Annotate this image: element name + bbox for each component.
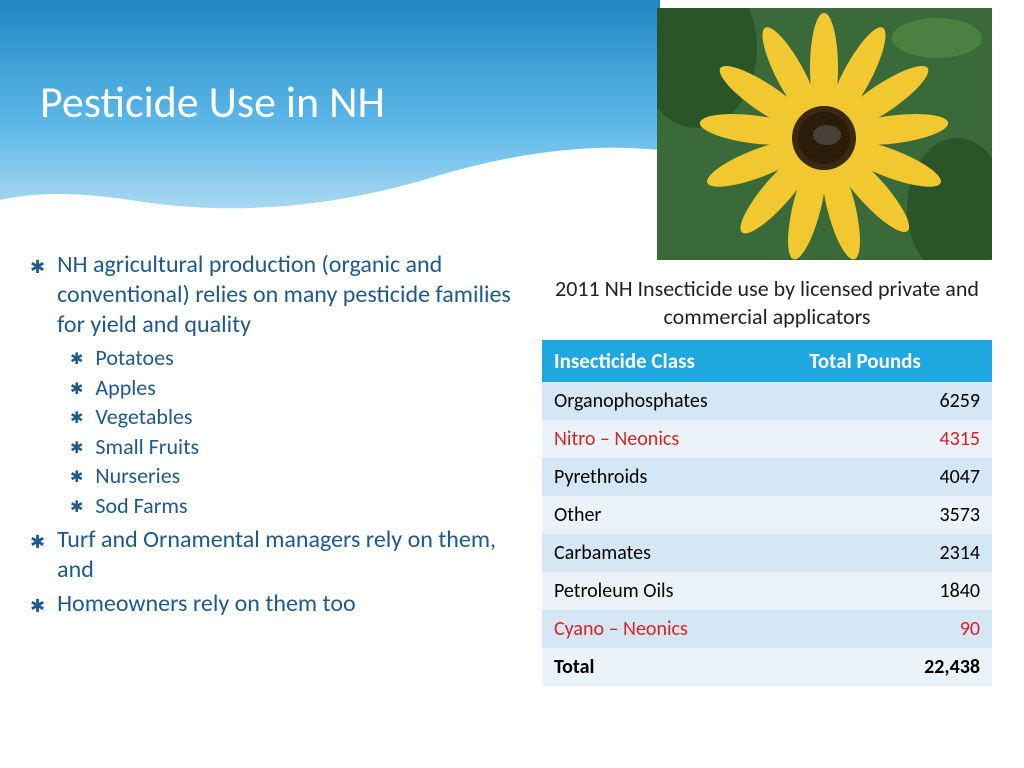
cell-pounds: 3573 xyxy=(797,496,992,534)
bullet-main-2: ✱ Turf and Ornamental managers rely on t… xyxy=(30,525,530,585)
bullet-asterisk-icon: ✱ xyxy=(70,408,83,428)
sub-bullet-text: Vegetables xyxy=(95,403,192,431)
bullet-asterisk-icon: ✱ xyxy=(70,379,83,399)
cell-total-label: Total xyxy=(542,648,797,686)
cell-class: Nitro – Neonics xyxy=(542,420,797,458)
bullet-list: ✱ NH agricultural production (organic an… xyxy=(30,250,530,623)
bullet-text: Homeowners rely on them too xyxy=(57,589,356,619)
sub-bullet-text: Apples xyxy=(95,374,155,402)
sub-bullet: ✱ Vegetables xyxy=(70,403,530,431)
bullet-asterisk-icon: ✱ xyxy=(70,497,83,517)
cell-class: Organophosphates xyxy=(542,382,797,420)
table-header-pounds: Total Pounds xyxy=(797,340,992,382)
bullet-text: Turf and Ornamental managers rely on the… xyxy=(57,525,530,585)
sub-bullet-text: Potatoes xyxy=(95,344,173,372)
flower-photo xyxy=(657,8,992,260)
sub-bullet-text: Small Fruits xyxy=(95,433,199,461)
cell-class: Pyrethroids xyxy=(542,458,797,496)
cell-class: Other xyxy=(542,496,797,534)
table-row: Other3573 xyxy=(542,496,992,534)
bullet-asterisk-icon: ✱ xyxy=(30,531,45,553)
sub-bullet: ✱ Potatoes xyxy=(70,344,530,372)
bullet-main-1: ✱ NH agricultural production (organic an… xyxy=(30,250,530,340)
cell-class: Carbamates xyxy=(542,534,797,572)
cell-pounds: 2314 xyxy=(797,534,992,572)
table-total-row: Total22,438 xyxy=(542,648,992,686)
sub-bullet: ✱ Nurseries xyxy=(70,462,530,490)
table-row: Organophosphates6259 xyxy=(542,382,992,420)
bullet-asterisk-icon: ✱ xyxy=(70,438,83,458)
bullet-asterisk-icon: ✱ xyxy=(30,256,45,278)
cell-pounds: 4047 xyxy=(797,458,992,496)
bullet-main-3: ✱ Homeowners rely on them too xyxy=(30,589,530,619)
bullet-text: NH agricultural production (organic and … xyxy=(57,250,530,340)
table-row: Petroleum Oils1840 xyxy=(542,572,992,610)
table-row: Cyano – Neonics90 xyxy=(542,610,992,648)
bullet-asterisk-icon: ✱ xyxy=(30,595,45,617)
table-caption: 2011 NH Insecticide use by licensed priv… xyxy=(542,275,992,330)
sub-bullet-text: Sod Farms xyxy=(95,492,187,520)
table-row: Carbamates2314 xyxy=(542,534,992,572)
sub-bullet: ✱ Small Fruits xyxy=(70,433,530,461)
table-header-class: Insecticide Class xyxy=(542,340,797,382)
table-header-row: Insecticide Class Total Pounds xyxy=(542,340,992,382)
cell-pounds: 6259 xyxy=(797,382,992,420)
cell-pounds: 90 xyxy=(797,610,992,648)
sub-bullet: ✱ Sod Farms xyxy=(70,492,530,520)
cell-class: Petroleum Oils xyxy=(542,572,797,610)
sub-bullet: ✱ Apples xyxy=(70,374,530,402)
cell-total-value: 22,438 xyxy=(797,648,992,686)
sub-bullet-list: ✱ Potatoes ✱ Apples ✱ Vegetables ✱ Small Fru… xyxy=(70,344,530,519)
header-wave-background xyxy=(0,0,660,270)
sub-bullet-text: Nurseries xyxy=(95,462,180,490)
table-row: Pyrethroids4047 xyxy=(542,458,992,496)
cell-pounds: 4315 xyxy=(797,420,992,458)
insecticide-table: Insecticide Class Total Pounds Organopho… xyxy=(542,340,992,686)
bullet-asterisk-icon: ✱ xyxy=(70,467,83,487)
slide-title: Pesticide Use in NH xyxy=(40,75,385,129)
cell-pounds: 1840 xyxy=(797,572,992,610)
cell-class: Cyano – Neonics xyxy=(542,610,797,648)
bullet-asterisk-icon: ✱ xyxy=(70,349,83,369)
table-row: Nitro – Neonics4315 xyxy=(542,420,992,458)
